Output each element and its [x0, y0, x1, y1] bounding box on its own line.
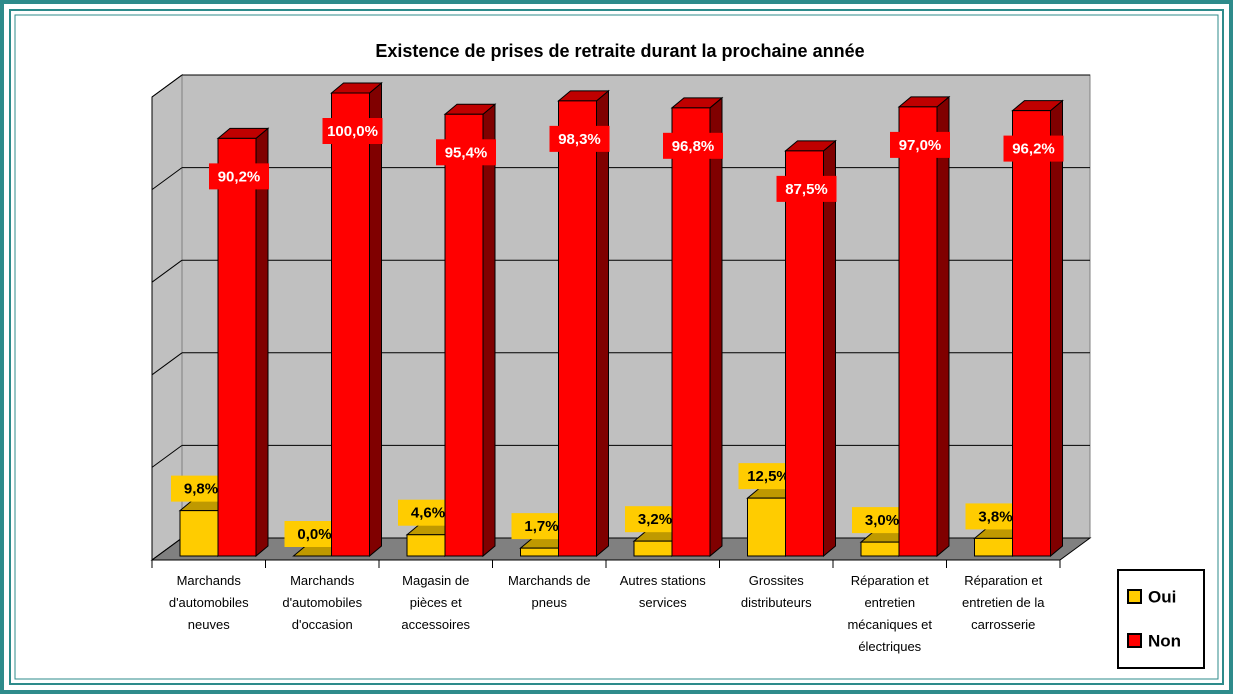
chart-title: Existence de prises de retraite durant l…	[375, 41, 864, 61]
data-label-box	[890, 131, 950, 158]
bar-front	[974, 537, 1013, 557]
data-label: 3,0%	[865, 512, 899, 529]
bar-side	[369, 81, 382, 558]
bar-front	[444, 113, 484, 557]
x-tick-label: Réparation et entretien mécaniques et él…	[847, 573, 933, 654]
data-label: 87,5%	[785, 181, 828, 198]
data-label-box	[209, 163, 269, 190]
inner-frame	[9, 9, 1224, 685]
bar-side	[709, 96, 723, 558]
data-label: 3,8%	[978, 508, 1012, 525]
data-label-box	[776, 175, 837, 202]
x-tick-label: Réparation et entretien de la carrosseri…	[962, 573, 1045, 632]
bar-front	[179, 510, 219, 557]
data-label: 95,4%	[445, 144, 488, 161]
grid-line	[151, 537, 183, 561]
bar	[670, 96, 724, 558]
x-tick-label: Marchands de pneus	[508, 573, 591, 610]
bar-side	[596, 89, 609, 558]
bar-front	[406, 534, 446, 557]
data-label-box	[549, 125, 610, 152]
bar	[784, 139, 837, 558]
bar-front	[558, 100, 597, 557]
data-label: 100,0%	[327, 123, 378, 140]
bar-side	[823, 139, 836, 558]
bar-front	[898, 106, 938, 557]
data-label: 96,2%	[1012, 141, 1055, 158]
data-label: 97,0%	[899, 137, 942, 154]
data-label: 1,7%	[524, 518, 558, 535]
bar-front	[217, 137, 257, 557]
bar-front	[1012, 110, 1051, 557]
data-label: 3,2%	[638, 511, 672, 528]
bar	[330, 81, 383, 558]
legend-swatch	[1127, 589, 1142, 604]
grid-line	[151, 259, 183, 283]
data-label-box	[663, 132, 723, 159]
bar	[1011, 99, 1064, 558]
legend-label: Oui	[1148, 587, 1176, 606]
x-tick-label: Marchands d'automobiles d'occasion	[282, 573, 363, 632]
data-label: 12,5%	[747, 468, 790, 485]
legend-swatch	[1127, 633, 1142, 648]
bar-front	[520, 547, 559, 557]
data-label-box	[322, 118, 383, 144]
legend	[1117, 569, 1205, 669]
bar-front	[633, 540, 673, 557]
data-label: 98,3%	[558, 131, 601, 148]
data-label: 9,8%	[184, 481, 218, 498]
legend-label: Non	[1148, 631, 1181, 650]
data-label-box	[436, 139, 496, 166]
x-tick-label: Magasin de pièces et accessoires	[401, 573, 471, 632]
grid-line	[151, 352, 183, 376]
back-wall	[181, 74, 1091, 539]
bar	[897, 95, 951, 558]
data-label: 90,2%	[218, 168, 261, 185]
bar-side	[936, 95, 950, 558]
data-label: 4,6%	[411, 505, 445, 522]
bar	[443, 103, 497, 558]
x-tick-label: Marchands d'automobiles neuves	[168, 573, 249, 632]
data-label-box	[1003, 135, 1064, 162]
bar-front	[785, 150, 824, 557]
grid-line	[151, 167, 183, 191]
bar-front	[860, 541, 900, 557]
grid-line	[151, 444, 183, 468]
x-tick-label: Grossites distributeurs	[740, 573, 812, 610]
bar-side	[255, 127, 269, 558]
bar-front	[331, 92, 370, 557]
data-label: 96,8%	[672, 138, 715, 155]
bar-front	[747, 497, 786, 557]
data-label: 0,0%	[297, 526, 331, 543]
x-tick-label: Autres stations services	[619, 573, 706, 610]
bar-side	[1050, 99, 1063, 558]
bar	[216, 127, 270, 558]
inner-frame	[14, 14, 1219, 680]
grid-line	[151, 74, 183, 98]
bar-front	[671, 107, 711, 557]
bar	[557, 89, 610, 558]
bar-side	[482, 103, 496, 558]
